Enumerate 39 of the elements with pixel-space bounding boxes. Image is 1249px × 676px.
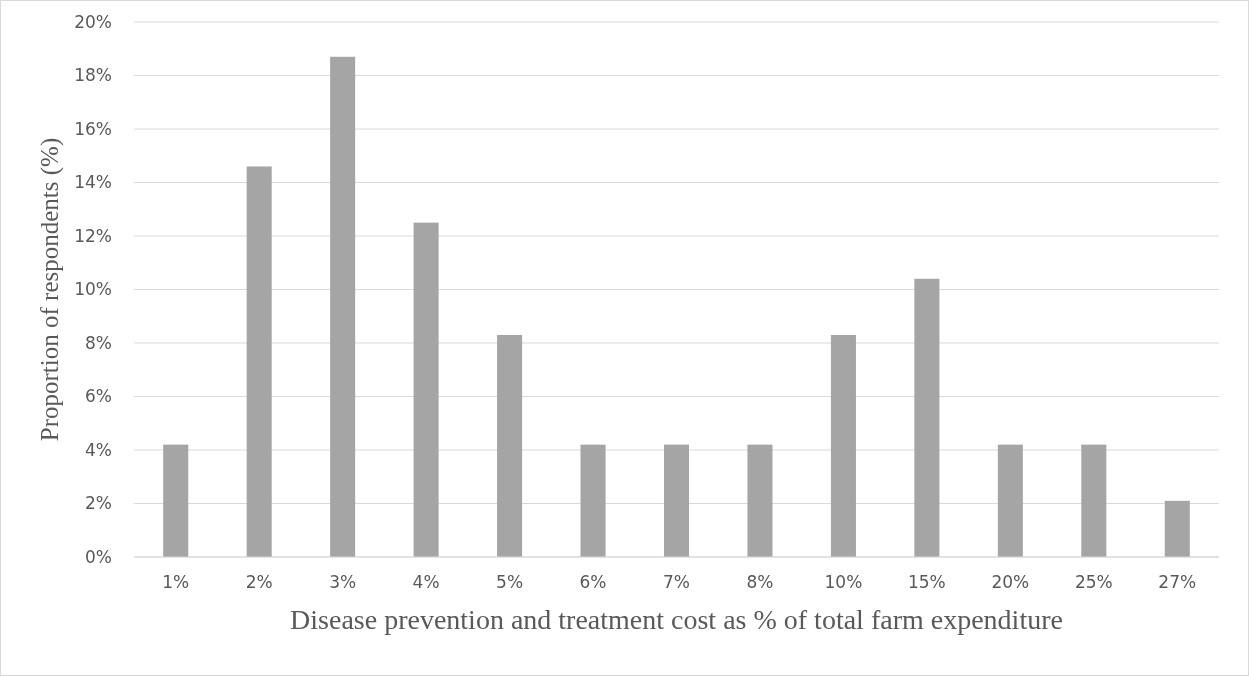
y-tick-label: 6% bbox=[85, 386, 112, 407]
bar bbox=[914, 278, 940, 557]
bar bbox=[580, 444, 606, 557]
x-tick-label: 5% bbox=[496, 572, 524, 592]
y-tick-label: 2% bbox=[85, 493, 112, 514]
y-tick-label: 8% bbox=[85, 332, 112, 353]
x-tick-label: 2% bbox=[245, 572, 273, 592]
y-tick-label: 10% bbox=[74, 279, 112, 300]
y-tick-label: 4% bbox=[85, 439, 112, 460]
x-tick-label: 27% bbox=[1158, 572, 1197, 592]
y-tick-label: 0% bbox=[85, 546, 112, 567]
bar bbox=[1164, 500, 1190, 557]
y-tick-label: 12% bbox=[74, 225, 112, 246]
x-axis-title: Disease prevention and treatment cost as % of total farm expenditure bbox=[290, 604, 1063, 635]
bar bbox=[997, 444, 1023, 557]
bar bbox=[830, 334, 856, 557]
y-axis-title: Proportion of respondents (%) bbox=[36, 137, 64, 442]
bar bbox=[663, 444, 690, 557]
x-tick-label: 1% bbox=[162, 572, 190, 592]
y-tick-label: 20% bbox=[74, 11, 112, 32]
x-tick-label: 8% bbox=[746, 572, 774, 592]
bar bbox=[747, 444, 773, 557]
x-tick-label: 15% bbox=[907, 572, 946, 592]
y-tick-label: 16% bbox=[74, 118, 112, 139]
x-tick-label: 10% bbox=[824, 572, 863, 592]
bar bbox=[163, 444, 189, 557]
x-tick-label: 3% bbox=[329, 572, 357, 592]
bar bbox=[497, 334, 523, 557]
bar bbox=[330, 56, 356, 557]
y-tick-label: 18% bbox=[74, 65, 112, 86]
y-tick-label: 14% bbox=[74, 172, 112, 193]
x-tick-label: 4% bbox=[412, 572, 440, 592]
x-tick-label: 6% bbox=[579, 572, 607, 592]
x-tick-label: 7% bbox=[663, 572, 690, 592]
bar bbox=[413, 222, 439, 557]
x-tick-label: 25% bbox=[1074, 572, 1113, 592]
bar bbox=[1081, 444, 1107, 557]
bar bbox=[246, 166, 272, 557]
x-tick-label: 20% bbox=[991, 572, 1030, 592]
